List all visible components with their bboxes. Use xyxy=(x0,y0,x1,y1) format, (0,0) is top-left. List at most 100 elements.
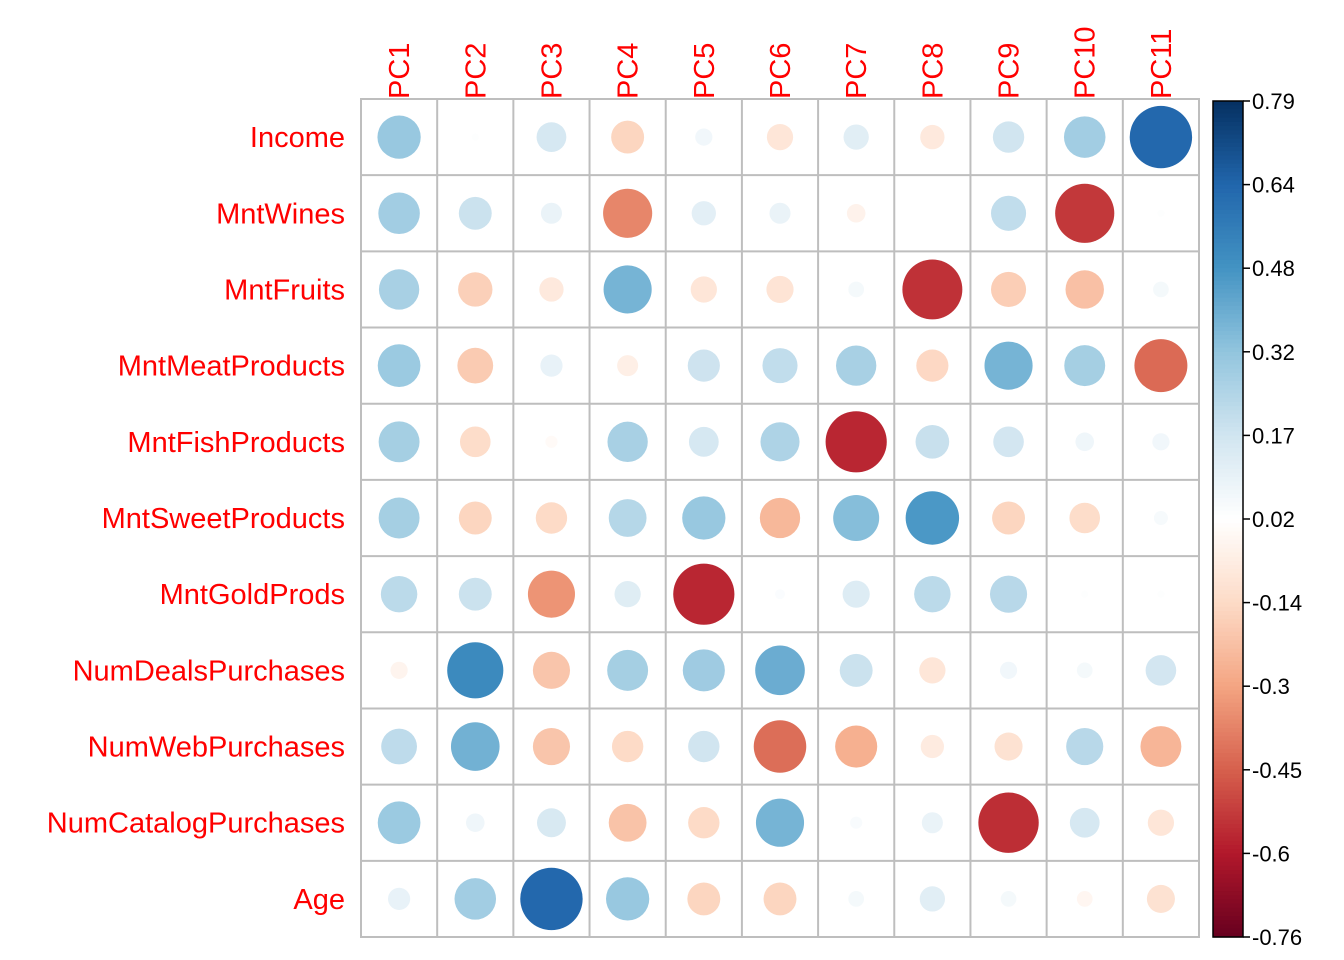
colorbar-segment xyxy=(1213,243,1243,248)
colorbar-tick-label: -0.76 xyxy=(1252,925,1302,950)
correlation-circle xyxy=(377,115,421,159)
colorbar-segment xyxy=(1213,539,1243,545)
colorbar-segment xyxy=(1213,723,1243,729)
colorbar-segment xyxy=(1213,928,1243,934)
colorbar-segment xyxy=(1213,360,1243,365)
colorbar-segment xyxy=(1213,845,1243,850)
colorbar-segment xyxy=(1213,744,1243,750)
colorbar-segment xyxy=(1213,456,1243,462)
colorbar-segment xyxy=(1213,564,1243,570)
colorbar-segment xyxy=(1213,326,1243,332)
correlation-circle xyxy=(377,801,421,845)
colorbar-segment xyxy=(1213,126,1243,131)
colorbar-segment xyxy=(1213,815,1243,821)
correlation-circle xyxy=(1153,281,1169,298)
correlation-circle xyxy=(458,272,493,307)
colorbar-segment xyxy=(1213,163,1243,169)
colorbar-segment xyxy=(1213,439,1243,445)
correlation-circle xyxy=(390,661,408,679)
colorbar-segment xyxy=(1213,389,1243,395)
colorbar-segment xyxy=(1213,832,1243,838)
colorbar-segment xyxy=(1213,105,1243,110)
colorbar-tick-label: 0.02 xyxy=(1252,507,1295,532)
correlation-circle xyxy=(1153,510,1168,526)
colorbar-segment xyxy=(1213,849,1243,854)
colorbar-segment xyxy=(1213,874,1243,880)
colorbar-tick-label: 0.64 xyxy=(1252,173,1295,198)
correlation-circle xyxy=(1063,116,1106,158)
correlation-circle xyxy=(760,422,800,462)
correlation-circle xyxy=(921,812,943,834)
correlation-circle xyxy=(919,657,946,684)
colorbar-segment xyxy=(1213,585,1243,591)
colorbar-segment xyxy=(1213,255,1243,261)
colorbar-segment xyxy=(1213,544,1243,549)
correlation-circle xyxy=(1064,345,1106,387)
colorbar-segment xyxy=(1213,761,1243,767)
correlation-circle xyxy=(842,580,870,608)
colorbar-segment xyxy=(1213,197,1243,202)
colorbar-segment xyxy=(1213,138,1243,144)
colorbar-segment xyxy=(1213,773,1243,779)
colorbar-segment xyxy=(1213,460,1243,466)
colorbar-segment xyxy=(1213,857,1243,863)
colorbar-segment xyxy=(1213,134,1243,140)
colorbar-segment xyxy=(1213,652,1243,658)
colorbar-segment xyxy=(1213,506,1243,512)
colorbar-segment xyxy=(1213,573,1243,579)
correlation-circle xyxy=(843,124,869,150)
colorbar-segment xyxy=(1213,782,1243,788)
correlation-circle xyxy=(763,882,797,916)
colorbar-segment xyxy=(1213,406,1243,411)
colorbar-segment xyxy=(1213,656,1243,662)
colorbar-segment xyxy=(1213,351,1243,357)
colorbar-segment xyxy=(1213,514,1243,520)
correlation-circle xyxy=(535,502,568,534)
colorbar-segment xyxy=(1213,447,1243,453)
colorbar-segment xyxy=(1213,719,1243,725)
row-label: NumDealsPurchases xyxy=(73,655,345,687)
colorbar-tick-label: -0.14 xyxy=(1252,591,1302,616)
colorbar-segment xyxy=(1213,452,1243,457)
correlation-circle xyxy=(532,651,571,689)
colorbar-segment xyxy=(1213,677,1243,683)
correlation-circle xyxy=(471,133,479,141)
correlation-circle xyxy=(450,722,500,771)
colorbar-segment xyxy=(1213,811,1243,817)
colorbar-segment xyxy=(1213,870,1243,875)
colorbar-segment xyxy=(1213,226,1243,232)
correlation-circle xyxy=(447,642,504,699)
colorbar-segment xyxy=(1213,778,1243,783)
correlation-circle xyxy=(688,730,720,763)
row-label: NumWebPurchases xyxy=(88,732,345,764)
colorbar-segment xyxy=(1213,101,1243,106)
colorbar-segment xyxy=(1213,686,1243,691)
colorbar-segment xyxy=(1213,836,1243,842)
colorbar-segment xyxy=(1213,757,1243,763)
correlation-circle xyxy=(532,727,571,766)
colorbar-segment xyxy=(1213,594,1243,600)
colorbar-segment xyxy=(1213,899,1243,905)
colorbar-segment xyxy=(1213,786,1243,792)
colorbar-segment xyxy=(1213,473,1243,478)
correlation-circle xyxy=(1055,183,1115,243)
correlation-circle xyxy=(839,653,873,687)
correlation-circle xyxy=(990,271,1027,308)
colorbar-segment xyxy=(1213,347,1243,353)
colorbar-segment xyxy=(1213,146,1243,152)
correlation-circle xyxy=(1065,270,1104,309)
colorbar-segment xyxy=(1213,276,1243,282)
column-label: PC3 xyxy=(536,43,568,99)
row-label: MntFruits xyxy=(224,274,345,306)
correlation-circle xyxy=(990,195,1027,231)
correlation-circle xyxy=(1069,807,1100,838)
colorbar-segment xyxy=(1213,840,1243,846)
colorbar-segment xyxy=(1213,155,1243,161)
colorbar-segment xyxy=(1213,661,1243,666)
correlation-circle xyxy=(978,792,1039,853)
correlation-circle xyxy=(905,491,960,545)
colorbar-segment xyxy=(1213,932,1243,938)
colorbar-segment xyxy=(1213,623,1243,629)
colorbar-segment xyxy=(1213,184,1243,190)
colorbar-segment xyxy=(1213,924,1243,930)
